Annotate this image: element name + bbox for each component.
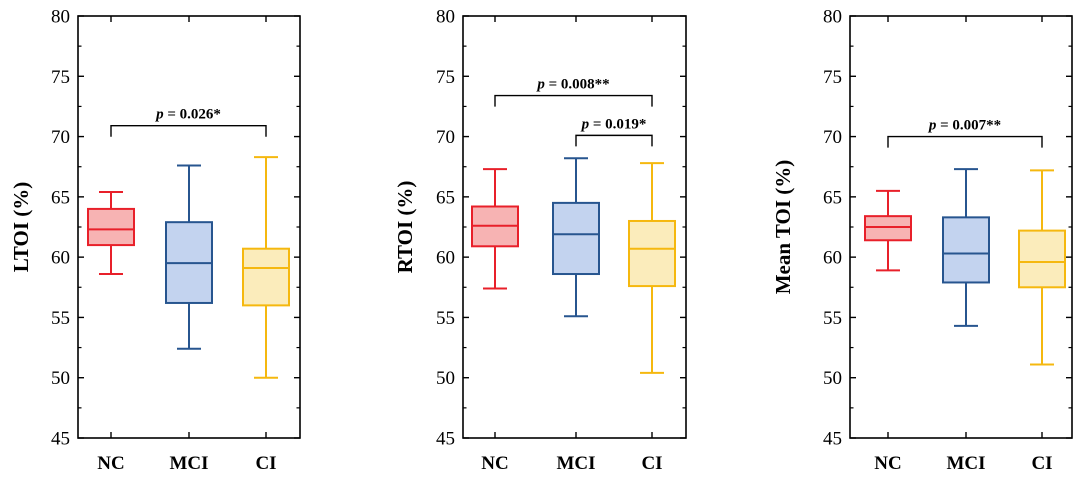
y-tick-label: 55 (823, 308, 842, 329)
iqr-box (942, 216, 990, 284)
y-tick-label: 70 (51, 127, 70, 148)
bracket-line (110, 125, 267, 137)
y-tick-label: 60 (436, 248, 455, 269)
y-tick-label: 75 (823, 67, 842, 88)
p-value-label: p = 0.007** (927, 118, 1001, 134)
p-symbol: p (154, 107, 164, 123)
y-tick-label: 80 (823, 7, 842, 28)
y-tick-label: 75 (51, 67, 70, 88)
y-tick-label: 55 (436, 308, 455, 329)
box-ci (242, 156, 290, 379)
y-tick-label: 50 (51, 368, 70, 389)
y-tick-label: 80 (436, 7, 455, 28)
y-tick-label: 55 (51, 308, 70, 329)
p-value: = 0.026* (164, 107, 221, 123)
y-tick-label: 65 (51, 187, 70, 208)
p-value: = 0.007** (936, 118, 1001, 134)
y-tick-label: 50 (823, 368, 842, 389)
p-symbol: p (580, 116, 590, 132)
y-axis-label: LTOI (%) (9, 182, 33, 272)
y-axis-label: Mean TOI (%) (771, 160, 795, 295)
iqr-box (552, 201, 600, 276)
bracket-line (575, 134, 653, 147)
y-tick-label: 45 (436, 429, 455, 450)
p-value: = 0.019* (589, 116, 646, 132)
category-label: MCI (169, 453, 208, 474)
y-tick-label: 75 (436, 67, 455, 88)
iqr-box (87, 207, 135, 247)
box-nc (471, 168, 519, 290)
bracket-line (494, 94, 653, 107)
category-label: CI (255, 453, 276, 474)
y-tick-label: 65 (436, 187, 455, 208)
category-label: CI (1031, 453, 1052, 474)
y-axis-label: RTOI (%) (393, 181, 417, 274)
iqr-box (864, 215, 912, 242)
category-label: NC (97, 453, 124, 474)
category-label: NC (481, 453, 508, 474)
y-tick-label: 80 (51, 7, 70, 28)
y-tick-label: 65 (823, 187, 842, 208)
box-mci (165, 164, 213, 350)
chart-panel-3: 45 50 55 60 65 70 75 80 Mean TOI (%) NC MCI CI p = 0… (771, 7, 1073, 474)
box-mci (552, 157, 600, 318)
y-tick-label: 70 (436, 127, 455, 148)
bracket-line (887, 135, 1043, 148)
box-ci (628, 162, 676, 374)
p-symbol: p (535, 77, 545, 93)
iqr-box (1018, 229, 1066, 289)
p-symbol: p (927, 118, 937, 134)
iqr-box (242, 247, 290, 307)
box-mci (942, 168, 990, 327)
y-tick-label: 60 (823, 248, 842, 269)
y-tick-label: 60 (51, 248, 70, 269)
p-value: = 0.008** (545, 77, 610, 93)
chart-panel-1: 45 50 55 60 65 70 75 80 LTOI (%) NC MCI CI p = 0.026… (9, 7, 301, 474)
box-nc (87, 191, 135, 276)
category-label: CI (641, 453, 662, 474)
y-tick-label: 50 (436, 368, 455, 389)
significance-bracket: p = 0.007** (887, 118, 1043, 148)
category-label: NC (874, 453, 901, 474)
chart-panel-2: 45 50 55 60 65 70 75 80 RTOI (%) NC MCI CI p = 0.008… (393, 7, 687, 474)
category-label: MCI (556, 453, 595, 474)
box-nc (864, 189, 912, 272)
p-value-label: p = 0.019* (580, 116, 647, 132)
box-ci (1018, 169, 1066, 366)
y-tick-label: 45 (51, 429, 70, 450)
p-value-label: p = 0.008** (535, 77, 609, 93)
y-tick-label: 70 (823, 127, 842, 148)
category-label: MCI (946, 453, 985, 474)
p-value-label: p = 0.026* (154, 107, 221, 123)
significance-bracket: p = 0.019* (575, 116, 653, 147)
iqr-box (628, 219, 676, 288)
significance-bracket: p = 0.026* (110, 107, 267, 137)
y-tick-label: 45 (823, 429, 842, 450)
significance-bracket: p = 0.008** (494, 77, 653, 107)
